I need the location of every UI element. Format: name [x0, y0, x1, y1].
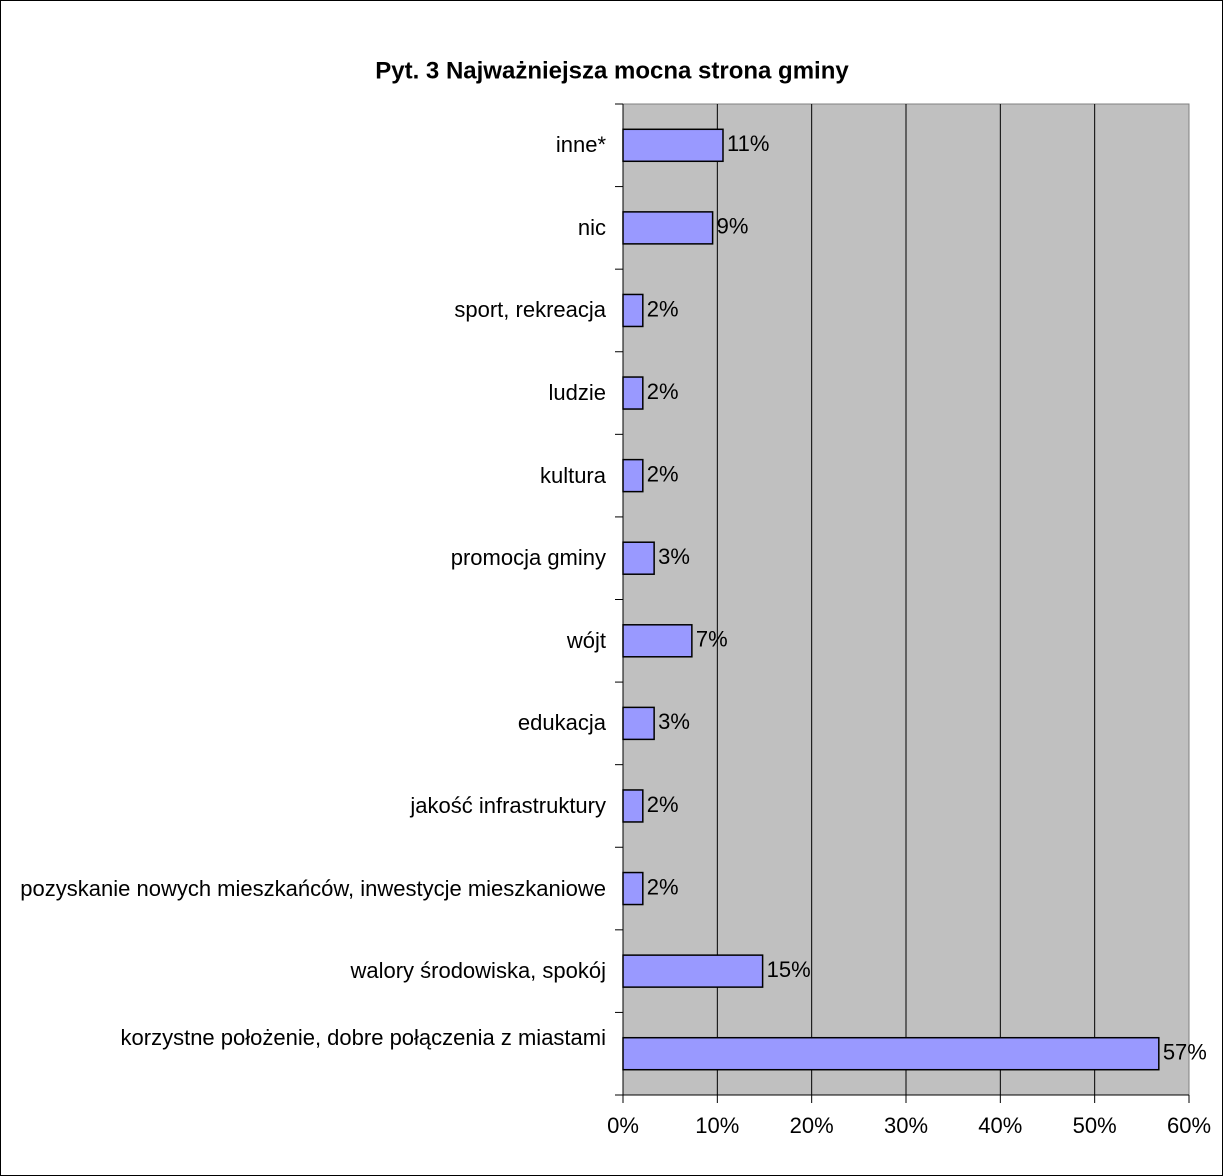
bar	[622, 871, 644, 906]
value-label: 2%	[647, 296, 679, 321]
y-tick-label: pozyskanie nowych mieszkańców, inwestycj…	[20, 875, 606, 901]
y-tick-label: korzystne położenie, dobre połączenia z …	[120, 1024, 606, 1050]
bar	[622, 541, 655, 575]
value-label: 9%	[717, 214, 749, 239]
bar	[622, 293, 644, 328]
x-tick-label: 10%	[695, 1113, 739, 1138]
y-tick-label: promocja gminy	[450, 545, 606, 571]
value-label: 57%	[1163, 1040, 1207, 1065]
value-label: 3%	[658, 544, 690, 569]
y-tick-label: jakość infrastruktury	[410, 792, 606, 818]
bar	[622, 458, 644, 493]
value-label: 2%	[647, 461, 679, 486]
y-tick-label: kultura	[539, 462, 606, 488]
x-tick-label: 50%	[1073, 1113, 1117, 1138]
value-label: 7%	[696, 627, 728, 652]
value-label: 2%	[647, 379, 679, 404]
bar	[622, 706, 655, 741]
bar	[622, 376, 644, 410]
chart-title: Pyt. 3 Najważniejsza mocna strona gminy	[375, 57, 849, 84]
value-label: 15%	[767, 957, 811, 982]
y-tick-label: sport, rekreacja	[454, 297, 606, 323]
y-tick-label: ludzie	[548, 380, 606, 406]
y-tick-label: wójt	[566, 627, 606, 653]
bar	[622, 789, 644, 823]
bar	[622, 954, 764, 988]
x-tick-label: 0%	[607, 1113, 639, 1138]
value-label: 3%	[658, 709, 690, 734]
y-tick-label: nic	[577, 214, 606, 240]
value-label: 2%	[647, 874, 679, 899]
x-tick-label: 60%	[1167, 1113, 1211, 1138]
bar	[622, 211, 714, 245]
y-tick-label: edukacja	[517, 710, 606, 736]
x-tick-label: 20%	[790, 1113, 834, 1138]
bar	[622, 624, 693, 658]
y-tick-label: inne*	[555, 132, 606, 158]
value-label: 2%	[647, 792, 679, 817]
bar	[622, 128, 724, 163]
bar	[622, 1036, 1160, 1071]
x-tick-label: 40%	[978, 1113, 1022, 1138]
y-tick-label: walory środowiska, spokój	[350, 958, 606, 984]
x-tick-label: 30%	[884, 1113, 928, 1138]
value-label: 11%	[727, 131, 769, 156]
